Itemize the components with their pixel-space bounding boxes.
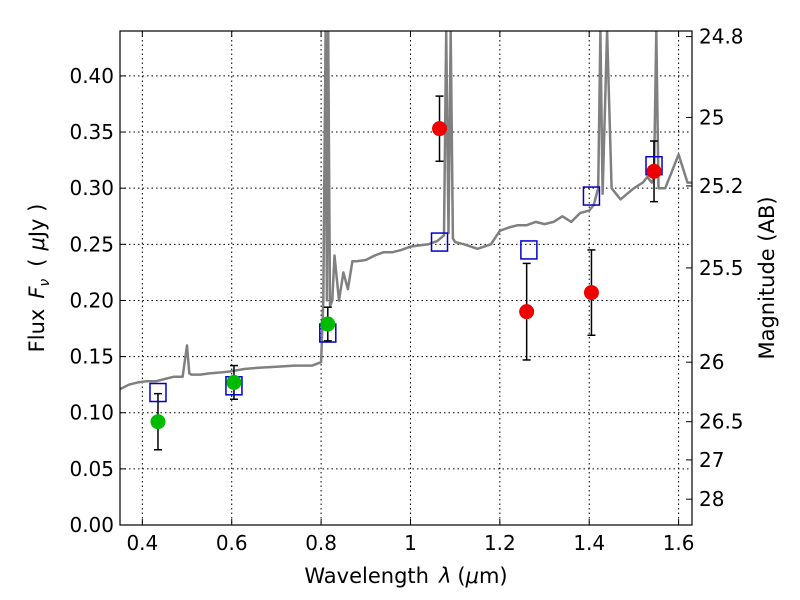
plot-background	[120, 31, 692, 525]
green-data-point	[150, 414, 166, 430]
model-square-marker	[520, 240, 538, 260]
green-data-point	[226, 374, 242, 390]
y-tick-label: 0.00	[69, 513, 114, 537]
y2-tick-label: 27	[699, 448, 724, 472]
y-tick-label: 0.10	[69, 401, 114, 425]
ticks: 0.4 0.6 0.8 1 1.2 1.4 1.6 0.00 0.05 0.10 0.15 0.20 0…	[69, 25, 743, 555]
y-tick-label: 0.40	[69, 64, 114, 88]
y2-tick-label: 26	[699, 350, 724, 374]
y2-tick-label: 25	[699, 105, 724, 129]
y-tick-label: 0.35	[69, 120, 114, 144]
x-tick-label: 1.4	[573, 531, 605, 555]
x-tick-label: 0.4	[126, 531, 158, 555]
model-square-marker	[582, 186, 601, 206]
plot-area	[120, 31, 692, 451]
x-tick-label: 0.6	[216, 531, 248, 555]
model-square-marker	[149, 382, 167, 403]
y-tick-label: 0.25	[69, 232, 114, 256]
y-tick-label: 0.15	[69, 345, 114, 369]
x-tick-label: 1	[404, 531, 417, 555]
model-square-marker	[430, 232, 449, 252]
y2-tick-label: 24.8	[699, 25, 744, 49]
x-tick-label: 1.2	[484, 531, 516, 555]
y-tick-label: 0.30	[69, 176, 114, 200]
y2-tick-label: 26.5	[699, 410, 744, 434]
template-spectrum-line	[120, 31, 692, 391]
y-tick-label: 0.20	[69, 288, 114, 312]
y2-axis-label: Magnitude (AB)	[755, 196, 779, 359]
green-data-point	[320, 316, 336, 332]
x-axis-label: Wavelength λ (μm)	[304, 564, 507, 588]
y2-tick-label: 25.2	[699, 174, 744, 198]
grid	[120, 31, 692, 525]
y-axis-label: FluxFν(μJy )	[25, 204, 53, 353]
y2-tick-label: 25.5	[699, 256, 744, 280]
red-data-point	[432, 121, 448, 137]
y2-tick-label: 28	[699, 487, 724, 511]
axes-frame	[119, 30, 693, 526]
red-data-point	[583, 285, 599, 301]
x-tick-label: 0.8	[305, 531, 337, 555]
red-data-point	[646, 163, 662, 179]
x-tick-label: 1.6	[663, 531, 695, 555]
red-data-point	[519, 304, 535, 320]
y-tick-label: 0.05	[69, 457, 114, 481]
